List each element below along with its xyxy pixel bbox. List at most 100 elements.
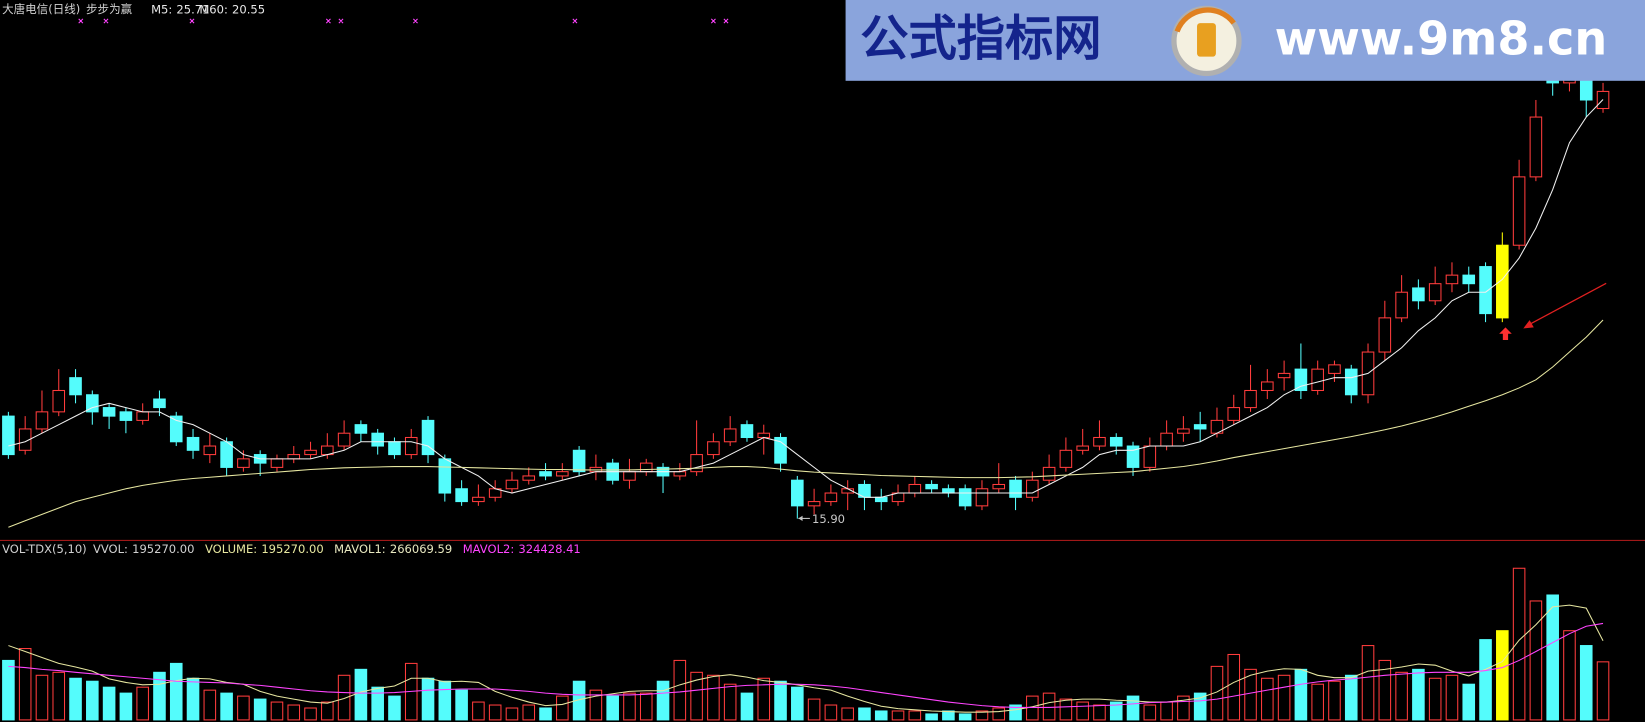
volume-bar — [807, 698, 821, 721]
volume-bar — [1109, 701, 1123, 721]
volume-bar — [942, 710, 955, 721]
volume-bar — [556, 695, 569, 721]
candle-body — [337, 432, 351, 447]
legend-value: 20.55 — [232, 2, 265, 16]
volume-bar — [639, 692, 653, 721]
volume-bar — [253, 698, 267, 721]
candle-body — [35, 411, 49, 430]
annotation-arrow — [1529, 282, 1607, 325]
candle-body — [1378, 317, 1392, 353]
volume-bar — [1344, 674, 1358, 721]
watermark-logo-arc — [1174, 7, 1236, 33]
candle-body — [992, 483, 1006, 490]
candle-body — [673, 471, 687, 477]
volume-bar — [874, 710, 888, 721]
volume-bar — [774, 680, 787, 721]
candle-body — [740, 424, 754, 439]
candle-body — [1328, 364, 1341, 374]
watermark-logo-mark — [1197, 23, 1216, 57]
candle-body — [388, 441, 401, 456]
legend-name: M60: — [199, 2, 228, 16]
candle-body — [220, 441, 233, 468]
candle-body — [1412, 287, 1425, 302]
candle-body — [421, 419, 435, 456]
volume-bar — [472, 701, 485, 721]
candle-body — [102, 407, 116, 417]
volume-bar — [1277, 674, 1291, 721]
volume-bar — [1059, 698, 1073, 721]
volume-bar — [1596, 661, 1610, 721]
candle-body — [136, 411, 149, 421]
candle-body — [1244, 389, 1257, 409]
candle-body — [1496, 244, 1509, 319]
volume-bar — [2, 659, 15, 721]
candle-body — [975, 488, 989, 507]
volume-bar — [119, 692, 133, 721]
volume-bar — [572, 680, 586, 721]
candle-body — [572, 449, 586, 473]
volume-bar — [1529, 600, 1543, 721]
volume-bar — [438, 680, 452, 721]
volume-bar — [1009, 704, 1022, 721]
legend-entry: M60: 20.55 — [199, 2, 265, 16]
watermark-url: www.9m8.cn — [1275, 11, 1608, 65]
candle-body — [1177, 428, 1190, 434]
candle-body — [119, 411, 133, 421]
candle-body — [1294, 368, 1308, 392]
candle-body — [1126, 445, 1140, 468]
volume-bar — [1563, 630, 1576, 721]
candle-body — [1143, 445, 1157, 468]
candle-body — [237, 458, 250, 468]
candle-body — [1059, 449, 1073, 468]
candle-body — [472, 496, 485, 503]
legend-name: M5: — [151, 2, 172, 16]
candle-body — [958, 488, 972, 507]
watermark-banner — [845, 0, 1645, 81]
candle-body — [1227, 407, 1241, 421]
candle-body — [1193, 424, 1207, 430]
volume-bar — [623, 692, 636, 721]
candle-body — [1277, 372, 1291, 379]
volume-bar — [371, 686, 384, 721]
signal-marks — [78, 18, 729, 24]
volume-title: VOL-TDX(5,10) — [2, 541, 87, 555]
candle-body — [203, 445, 217, 456]
volume-bar — [1479, 639, 1492, 721]
volume-bar — [522, 704, 536, 721]
volume-bar — [824, 704, 838, 721]
volume-bar — [1294, 668, 1308, 721]
volume-bar — [1143, 704, 1157, 721]
low-annotation: 15.90 — [812, 512, 845, 526]
watermark-title: 公式指标网 — [860, 11, 1101, 67]
candle-body — [1261, 381, 1274, 392]
volume-bar — [1227, 653, 1241, 721]
candle-body — [69, 377, 82, 396]
volume-bar — [220, 692, 233, 721]
stock-title: 大唐电信(日线) — [2, 2, 80, 16]
volume-average-line — [8, 622, 1604, 708]
volume-bar — [690, 671, 703, 721]
volume-bar — [539, 707, 552, 721]
volume-bar — [757, 677, 771, 721]
volume-bar — [908, 710, 922, 721]
candle-body — [556, 471, 569, 477]
volume-header: VOL-TDX(5,10) VVOL: 195270.00 VOLUME: 195270… — [2, 541, 581, 555]
volume-bar — [1378, 659, 1392, 721]
volume-bar — [1126, 695, 1140, 721]
candle-body — [791, 479, 804, 507]
candle-body — [1445, 274, 1459, 285]
volume-bar — [203, 689, 217, 721]
candle-body — [874, 496, 888, 503]
volume-bar — [1496, 630, 1509, 721]
volume-bar — [455, 689, 468, 721]
volume-bar — [791, 686, 804, 721]
moving-average-line — [8, 99, 1604, 498]
legend-name: VOLUME: — [205, 541, 257, 555]
candle-body — [52, 389, 66, 413]
candle-body — [455, 488, 468, 503]
candle-body — [304, 449, 317, 456]
volume-bar — [1311, 683, 1324, 721]
candle-body — [824, 492, 838, 503]
candle-body — [1009, 479, 1022, 498]
